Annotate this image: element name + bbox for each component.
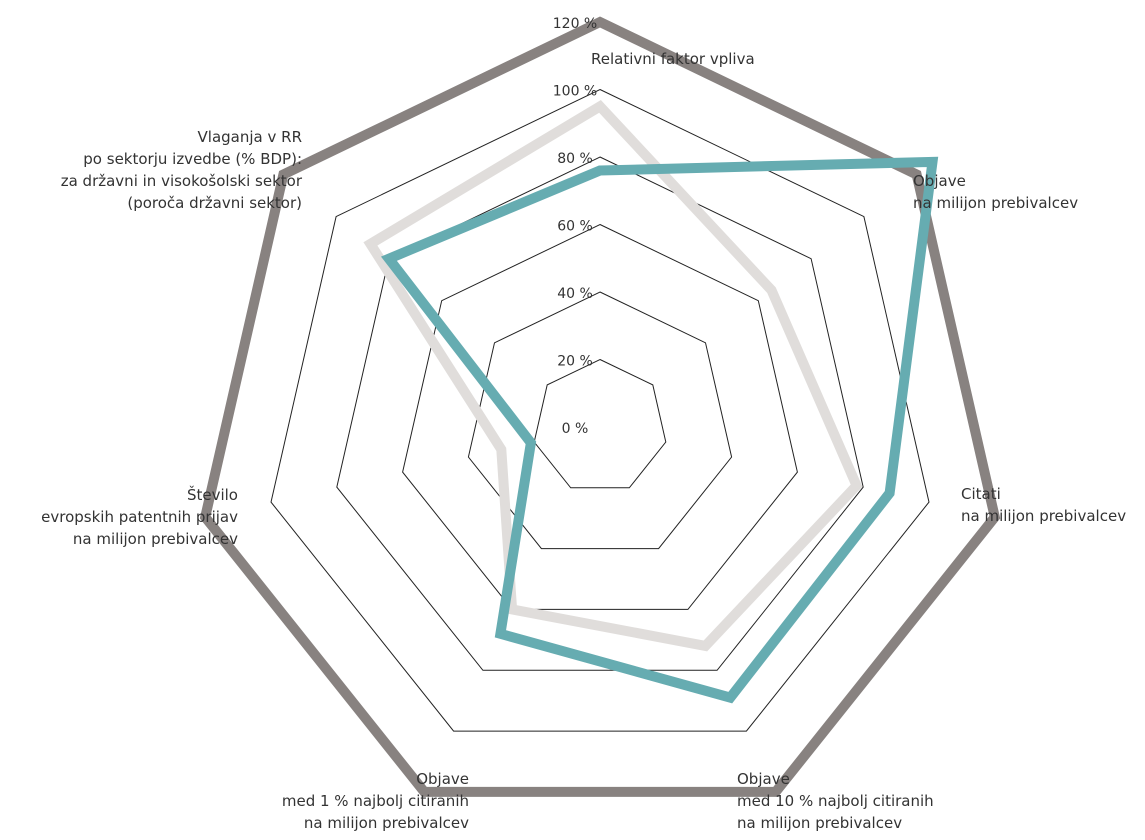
series-1-line <box>199 16 1001 797</box>
radial-tick-labels: 0 % 20 % 40 % 60 % 80 % 100 % 120 % <box>553 16 597 437</box>
tick-label: 20 % <box>557 354 593 370</box>
tick-label: 80 % <box>557 151 593 167</box>
tick-label: 40 % <box>557 286 593 302</box>
axis-label-line: na milijon prebivalcev <box>72 530 238 548</box>
series-2-line <box>363 100 863 652</box>
series-3-line <box>380 156 939 704</box>
axis-label-line: na milijon prebivalcev <box>961 507 1127 525</box>
axis-label-line: (poroča državni sektor) <box>127 194 302 212</box>
axis-label-line: na milijon prebivalcev <box>913 194 1079 212</box>
axis-label-3: Citati na milijon prebivalcev <box>961 483 1126 527</box>
tick-label: 60 % <box>557 219 593 235</box>
axis-label-line: Objave <box>913 172 966 190</box>
gridline-80 <box>336 156 864 671</box>
axis-label-4: Objave med 10 % najbolj citiranih na milij… <box>737 768 934 834</box>
axis-label-line: Citati <box>961 485 1001 503</box>
tick-label: 100 % <box>553 84 597 100</box>
axis-label-line: Število <box>186 486 238 504</box>
axis-label-1: Relativni faktor vpliva <box>591 48 755 70</box>
axis-label-line: na milijon prebivalcev <box>303 814 469 832</box>
axis-label-6: Število evropskih patentnih prijav na mili… <box>41 484 238 550</box>
gridline-20 <box>533 358 667 489</box>
radar-series <box>199 16 1001 797</box>
axis-label-5: Objave med 1 % najbolj citiranih na milijo… <box>282 768 469 834</box>
axis-label-line: Objave <box>737 770 790 788</box>
tick-label: 120 % <box>553 16 597 32</box>
tick-label: 0 % <box>562 421 589 437</box>
axis-label-line: med 10 % najbolj citiranih <box>737 792 934 810</box>
axis-label-2: Objave na milijon prebivalcev <box>913 170 1078 214</box>
axis-label-line: Relativni faktor vpliva <box>591 50 755 68</box>
axis-label-line: evropskih patentnih prijav <box>41 508 238 526</box>
gridline-40 <box>467 291 733 550</box>
axis-label-line: po sektorju izvedbe (% BDP): <box>83 150 302 168</box>
axis-label-line: Vlaganja v RR <box>197 128 302 146</box>
axis-label-line: Objave <box>416 770 469 788</box>
axis-label-line: med 1 % najbolj citiranih <box>281 792 469 810</box>
axis-label-line: za državni in visokošolski sektor <box>60 172 302 190</box>
gridline-60 <box>402 223 798 610</box>
gridline-100 <box>270 88 930 732</box>
axis-label-line: na milijon prebivalcev <box>737 814 903 832</box>
axis-label-7: Vlaganja v RR po sektorju izvedbe (% BDP)… <box>61 126 302 214</box>
radar-grid <box>270 88 930 732</box>
